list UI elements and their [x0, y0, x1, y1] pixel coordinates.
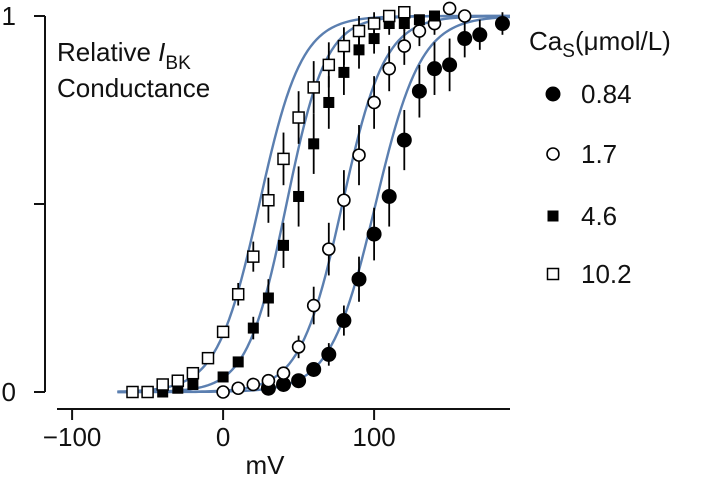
data-point-1.7: [306, 298, 321, 313]
data-point-10.2: [201, 351, 215, 365]
legend-label: 0.84: [581, 79, 632, 109]
data-point-10.2: [277, 152, 290, 166]
data-point-4.6: [187, 378, 199, 390]
data-point-1.7: [216, 385, 230, 399]
data-point-1.7: [442, 1, 457, 16]
legend-item-4.6: 4.6: [547, 201, 617, 231]
data-point-1.7: [291, 340, 306, 354]
data-point-1.7: [231, 381, 245, 396]
data-point-10.2: [337, 39, 351, 53]
data-point-4.6: [338, 66, 350, 78]
data-point-10.2: [141, 385, 154, 399]
data-point-1.7: [352, 148, 366, 162]
legend-items: 0.84 1.7 4.6 10.2: [545, 79, 632, 289]
data-point-4.6: [157, 386, 169, 398]
data-points: [126, 1, 510, 399]
data-point-0.84: [291, 373, 307, 389]
chart-title-line2: Conductance: [57, 73, 210, 103]
data-point-10.2: [156, 378, 169, 391]
legend-label: 1.7: [581, 139, 617, 169]
data-point-10.2: [247, 250, 260, 263]
data-point-4.6: [383, 18, 395, 30]
data-point-10.2: [231, 287, 245, 301]
data-point-10.2: [216, 325, 230, 339]
data-point-4.6: [429, 10, 440, 22]
legend: CaS(μmol/L) 0.84 1.7 4.6 10.2: [529, 26, 671, 289]
data-point-1.7: [367, 95, 381, 110]
data-point-10.2: [398, 5, 411, 19]
data-point-1.7: [261, 373, 276, 388]
data-point-4.6: [262, 292, 274, 304]
data-point-0.84: [472, 27, 488, 43]
data-point-0.84: [457, 31, 473, 47]
data-point-4.6: [398, 18, 410, 30]
data-point-0.84: [494, 16, 510, 32]
data-point-4.6: [353, 44, 365, 56]
data-point-4.6: [293, 190, 305, 202]
data-point-10.2: [322, 58, 336, 72]
data-point-0.84: [321, 346, 337, 362]
legend-title: CaS(μmol/L): [529, 26, 671, 62]
data-point-0.84: [306, 361, 322, 377]
data-point-10.2: [382, 9, 396, 23]
data-point-1.7: [412, 24, 427, 38]
data-point-1.7: [321, 242, 336, 256]
data-point-10.2: [367, 17, 381, 30]
legend-item-0.84: 0.84: [545, 79, 632, 109]
data-point-10.2: [126, 385, 139, 399]
data-point-0.84: [351, 271, 367, 287]
data-point-0.84: [396, 132, 412, 148]
svg-text:Relative IBK: Relative IBK: [57, 37, 191, 74]
legend-item-1.7: 1.7: [546, 139, 617, 169]
data-point-4.6: [323, 96, 335, 108]
data-point-0.84: [442, 57, 458, 73]
legend-marker-10.2: [546, 267, 560, 281]
data-point-1.7: [382, 61, 397, 76]
data-point-10.2: [292, 111, 305, 124]
chart-title-italic: I: [158, 37, 165, 67]
data-point-10.2: [171, 374, 185, 387]
ticks: −100 0 100 0 1: [2, 1, 396, 452]
x-tick-label: 0: [216, 422, 230, 452]
data-point-1.7: [337, 193, 351, 208]
data-point-0.84: [336, 313, 352, 329]
data-point-1.7: [246, 377, 261, 392]
x-tick-label: 100: [352, 422, 395, 452]
data-point-4.6: [247, 322, 259, 334]
data-point-10.2: [352, 24, 366, 38]
data-point-1.7: [397, 39, 412, 53]
data-point-10.2: [307, 81, 320, 94]
data-point-1.7: [276, 366, 291, 381]
chart-title-subscript: BK: [165, 53, 191, 74]
data-point-4.6: [172, 382, 184, 394]
data-point-4.6: [308, 138, 320, 150]
x-axis-title: mV: [246, 450, 286, 478]
y-tick-label: 1: [2, 1, 16, 31]
legend-marker-0.84: [545, 86, 561, 102]
legend-marker-4.6: [547, 210, 559, 222]
data-point-0.84: [411, 83, 427, 99]
legend-label: 10.2: [581, 259, 632, 289]
data-point-1.7: [457, 9, 472, 23]
data-point-10.2: [186, 366, 200, 380]
chart-title-line1: Relative: [57, 37, 158, 67]
data-point-0.84: [366, 226, 382, 242]
data-point-4.6: [217, 371, 229, 383]
legend-label: 4.6: [581, 201, 617, 231]
data-point-10.2: [262, 193, 275, 207]
data-point-4.6: [278, 239, 289, 251]
data-point-4.6: [368, 33, 380, 45]
data-point-0.84: [381, 188, 397, 204]
legend-item-10.2: 10.2: [546, 259, 632, 289]
x-tick-label: −100: [43, 422, 102, 452]
data-point-4.6: [413, 14, 425, 26]
y-tick-label: 0: [2, 377, 16, 407]
error-bars: [237, 12, 504, 366]
legend-marker-1.7: [546, 147, 560, 161]
data-point-4.6: [232, 356, 244, 368]
axes: −100 0 100 0 1: [2, 1, 510, 452]
data-point-0.84: [427, 61, 442, 77]
chart-title: Relative IBK Conductance: [57, 37, 210, 103]
